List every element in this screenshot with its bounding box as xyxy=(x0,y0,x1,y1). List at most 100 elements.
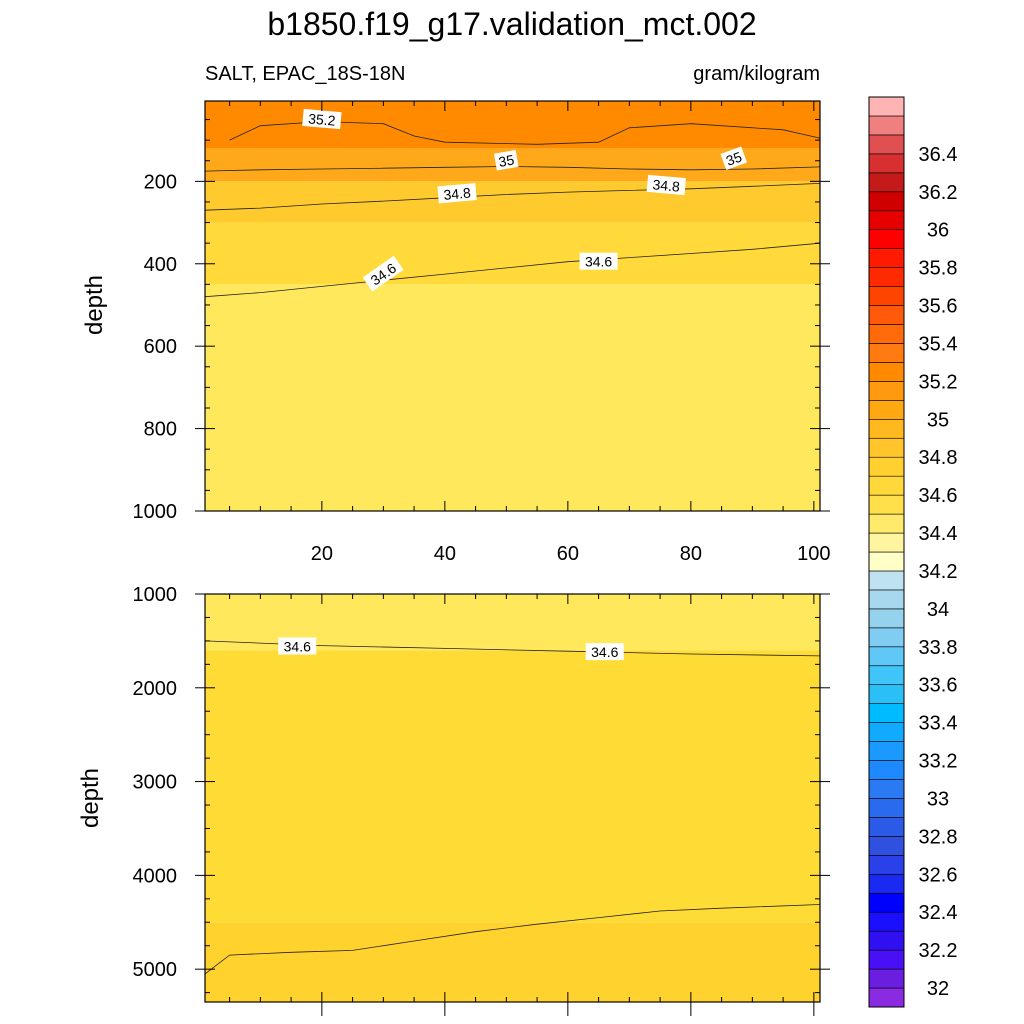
contour-label-text: 34.6 xyxy=(284,639,311,655)
plot-area: 34.6 34.6 xyxy=(205,594,820,1002)
lower-y-axis-label: depth xyxy=(77,768,104,828)
fill-band xyxy=(205,284,820,511)
colorbar-swatch xyxy=(868,381,905,401)
colorbar-swatch xyxy=(868,836,905,856)
contour-label-bg xyxy=(493,149,519,171)
colorbar-swatch xyxy=(868,760,905,780)
colorbar-tick-label: 33.6 xyxy=(919,675,958,697)
colorbar-tick-label: 34.4 xyxy=(919,523,958,545)
contour-label-bg xyxy=(362,255,404,292)
contour-label: 34.6 xyxy=(579,252,618,270)
colorbar-tick-label: 33.4 xyxy=(919,713,958,735)
contour-label-bg xyxy=(437,183,477,204)
colorbar-swatch xyxy=(868,362,905,382)
colorbar-swatch xyxy=(868,305,905,325)
colorbar-swatch xyxy=(868,855,905,875)
colorbar-swatch xyxy=(868,817,905,837)
colorbar-swatch xyxy=(868,437,905,458)
colorbar-swatch xyxy=(868,153,905,174)
colorbar-tick-label: 36 xyxy=(927,220,949,242)
y-tick-label: 2000 xyxy=(133,678,178,700)
chart-title: b1850.f19_g17.validation_mct.002 xyxy=(267,6,756,42)
contour-line-34-8 xyxy=(205,183,820,211)
colorbar-tick-label: 35.8 xyxy=(919,258,958,280)
colorbar-swatch xyxy=(868,873,905,894)
colorbar-swatch xyxy=(868,741,905,761)
colorbar-swatch xyxy=(868,172,905,193)
colorbar-swatch xyxy=(868,494,905,515)
colorbar-frame xyxy=(868,96,905,1008)
colorbar-tick-label: 34.2 xyxy=(919,561,958,583)
colorbar-swatch xyxy=(868,892,905,913)
colorbar-swatch xyxy=(868,324,905,344)
colorbar-tick-label: 32.2 xyxy=(919,940,958,962)
colorbar-tick-label: 34.6 xyxy=(919,485,958,507)
colorbar-swatch xyxy=(868,475,905,496)
contour-line-34-7 xyxy=(205,904,820,975)
colorbar-swatch xyxy=(868,134,905,155)
colorbar-swatch xyxy=(868,627,905,648)
colorbar-tick-label: 35.4 xyxy=(919,333,958,355)
colorbar-tick-label: 35.2 xyxy=(919,371,958,393)
colorbar-swatch xyxy=(868,551,905,572)
contour-label-text: 35.2 xyxy=(308,110,337,128)
colorbar-swatch xyxy=(868,210,905,231)
colorbar-tick-label: 36.2 xyxy=(919,182,958,204)
contour-label-text: 34.6 xyxy=(591,644,618,660)
upper-y-axis-label: depth xyxy=(81,275,108,335)
colorbar-swatch xyxy=(868,703,905,723)
colorbar-tick-label: 34 xyxy=(927,599,949,621)
contour-label-bg xyxy=(720,146,747,170)
colorbar-tick-label: 32.8 xyxy=(919,826,958,848)
x-tick-label: 80 xyxy=(680,543,702,565)
colorbar-tick-label: 33.2 xyxy=(919,751,958,773)
colorbar-swatch xyxy=(868,418,905,439)
colorbar: 32 32.2 32.4 32.6 32.8 33 33.2 33.4 33.6 33.8 34 34… xyxy=(868,96,958,1008)
plot-frame xyxy=(204,593,821,1003)
lower-panel: 34.6 34.6 1000 2000 3000 4000 5000 xyxy=(133,584,830,1016)
fill-band xyxy=(205,650,820,923)
colorbar-swatch xyxy=(868,286,905,306)
colorbar-tick-label: 33.8 xyxy=(919,637,958,659)
contour-label-bg xyxy=(579,252,618,270)
contour-label: 35.2 xyxy=(302,108,342,130)
colorbar-tick-label: 36.4 xyxy=(919,144,958,166)
contour-label-bg xyxy=(646,174,686,196)
y-tick-label: 5000 xyxy=(133,959,178,981)
y-tick-label: 800 xyxy=(144,419,177,441)
fill-band xyxy=(205,101,820,149)
contour-label: 34.6 xyxy=(278,637,317,655)
contour-label: 34.8 xyxy=(437,183,477,204)
colorbar-swatch xyxy=(868,191,905,212)
colorbar-swatch xyxy=(868,684,905,704)
contour-line-34-6 xyxy=(205,242,820,298)
colorbar-tick-label: 32.6 xyxy=(919,864,958,886)
contour-label-bg xyxy=(585,643,624,661)
colorbar-tick-label: 32 xyxy=(927,978,949,1000)
units-label: gram/kilogram xyxy=(693,63,820,85)
y-tick-label: 1000 xyxy=(133,501,178,523)
y-tick-label: 3000 xyxy=(133,772,178,794)
contour-label-bg xyxy=(302,108,342,130)
colorbar-swatch xyxy=(868,532,905,553)
colorbar-tick-label: 33 xyxy=(927,788,949,810)
colorbar-swatch xyxy=(868,570,905,591)
y-tick-label: 1000 xyxy=(133,584,178,606)
colorbar-swatch xyxy=(868,513,905,534)
colorbar-swatch xyxy=(868,229,905,249)
colorbar-swatch xyxy=(868,722,905,742)
colorbar-swatch xyxy=(868,665,905,686)
colorbar-swatch xyxy=(868,115,905,136)
colorbar-swatch xyxy=(868,646,905,667)
y-tick-label: 600 xyxy=(144,336,177,358)
y-tick-label: 4000 xyxy=(133,865,178,887)
plot-frame xyxy=(204,100,821,512)
colorbar-swatch xyxy=(868,96,905,117)
y-tick-label: 400 xyxy=(144,254,177,276)
colorbar-swatch xyxy=(868,456,905,477)
colorbar-swatch xyxy=(868,343,905,363)
contour-label: 34.6 xyxy=(585,643,624,661)
x-tick-label: 20 xyxy=(311,543,333,565)
